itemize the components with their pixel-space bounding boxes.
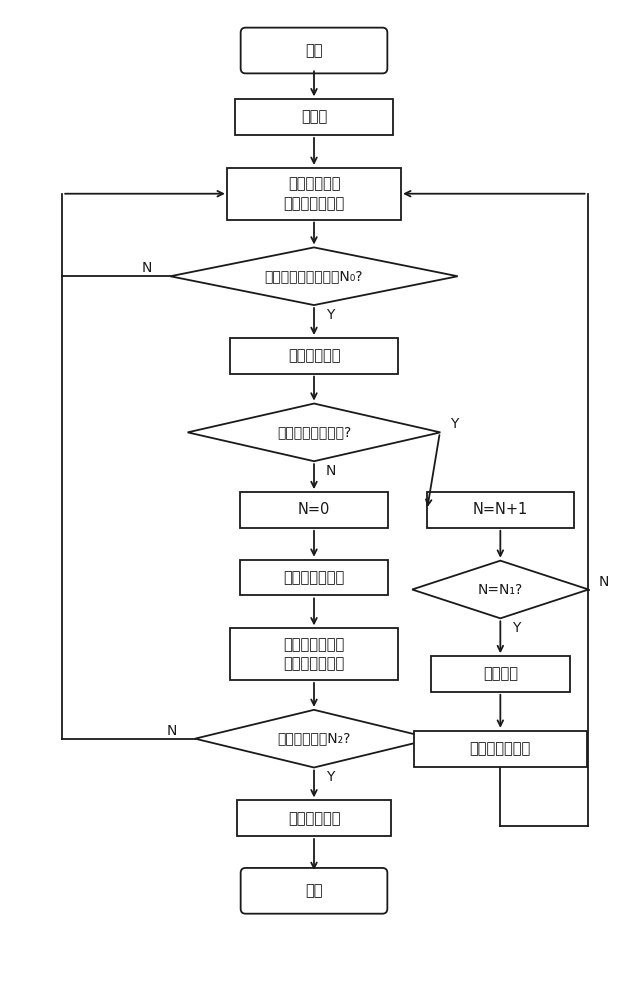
Text: 初始化: 初始化: [301, 110, 327, 125]
Text: Y: Y: [450, 417, 458, 431]
Polygon shape: [412, 561, 589, 618]
Text: 切除故障光伏块: 切除故障光伏块: [470, 741, 531, 756]
Bar: [230, 338, 398, 374]
Text: Y: Y: [326, 770, 334, 784]
Text: 相邻串出力不等: 相邻串出力不等: [284, 570, 345, 585]
Bar: [235, 99, 393, 135]
Text: 增益常数超出N₂?: 增益常数超出N₂?: [277, 732, 351, 746]
Text: N=0: N=0: [298, 502, 330, 517]
Text: N: N: [598, 575, 609, 589]
Text: 校正平衡增益直
至输出信号为零: 校正平衡增益直 至输出信号为零: [284, 637, 345, 672]
Bar: [414, 731, 587, 767]
Text: N: N: [326, 464, 337, 478]
Text: Y: Y: [512, 621, 521, 635]
Text: 发生故障电弧事件?: 发生故障电弧事件?: [277, 425, 351, 439]
Text: 读入相邻串经
差分转换的信号: 读入相邻串经 差分转换的信号: [284, 176, 345, 211]
Polygon shape: [170, 247, 458, 305]
Bar: [427, 492, 574, 528]
Text: N: N: [167, 724, 177, 738]
Text: N=N+1: N=N+1: [473, 502, 528, 517]
Bar: [240, 560, 388, 595]
FancyBboxPatch shape: [241, 28, 387, 73]
Text: Y: Y: [326, 308, 334, 322]
Bar: [227, 168, 401, 220]
Text: 故障电弧: 故障电弧: [483, 667, 518, 682]
Text: 开始: 开始: [305, 43, 323, 58]
Bar: [230, 628, 398, 680]
Bar: [431, 656, 570, 692]
Text: 停止系统工作: 停止系统工作: [287, 811, 340, 826]
Text: N: N: [142, 261, 152, 275]
FancyBboxPatch shape: [241, 868, 387, 914]
Text: 结束: 结束: [305, 883, 323, 898]
Polygon shape: [195, 710, 433, 768]
Text: N=N₁?: N=N₁?: [477, 582, 523, 596]
Bar: [240, 492, 388, 528]
Text: 任意相邻两串输出超N₀?: 任意相邻两串输出超N₀?: [265, 269, 364, 283]
Bar: [237, 800, 391, 836]
Polygon shape: [187, 404, 440, 461]
Text: 故障电弧检测: 故障电弧检测: [287, 348, 340, 363]
